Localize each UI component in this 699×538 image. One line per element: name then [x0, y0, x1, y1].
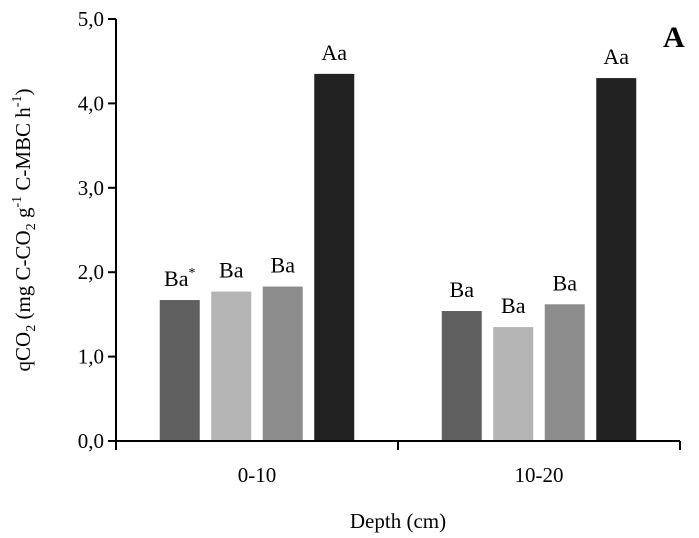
- data-label: Ba: [501, 293, 526, 318]
- y-tick-label: 3,0: [78, 176, 104, 200]
- y-tick-label: 1,0: [78, 345, 104, 369]
- bar-series-2-0-10: [211, 291, 252, 441]
- bar-series-1-0-10: [159, 300, 200, 441]
- data-label: Ba: [271, 253, 296, 278]
- data-label: Ba: [219, 258, 244, 283]
- bar-series-1-10-20: [441, 311, 482, 441]
- x-axis-label: Depth (cm): [350, 509, 446, 533]
- y-axis-label: qCO2 (mg C-CO2 g-1 C-MBC h-1): [10, 89, 39, 372]
- y-tick-label: 2,0: [78, 260, 104, 284]
- data-label: Ba: [553, 270, 578, 295]
- bar-series-3-10-20: [544, 304, 585, 441]
- bar-series-4-10-20: [596, 78, 637, 441]
- data-label: Aa: [603, 44, 629, 69]
- x-tick-label: 10-20: [515, 463, 564, 487]
- bar-series-3-0-10: [262, 286, 303, 441]
- data-label: Ba: [450, 277, 475, 302]
- y-tick-label: 4,0: [78, 91, 104, 115]
- x-tick-label: 0-10: [238, 463, 277, 487]
- bar-series-2-10-20: [493, 327, 534, 441]
- data-label: Aa: [321, 40, 347, 65]
- y-tick-label: 5,0: [78, 7, 104, 31]
- y-tick-label: 0,0: [78, 429, 104, 453]
- panel-label: A: [663, 21, 685, 54]
- data-label: Ba*: [164, 266, 195, 291]
- bar-series-4-0-10: [314, 73, 355, 442]
